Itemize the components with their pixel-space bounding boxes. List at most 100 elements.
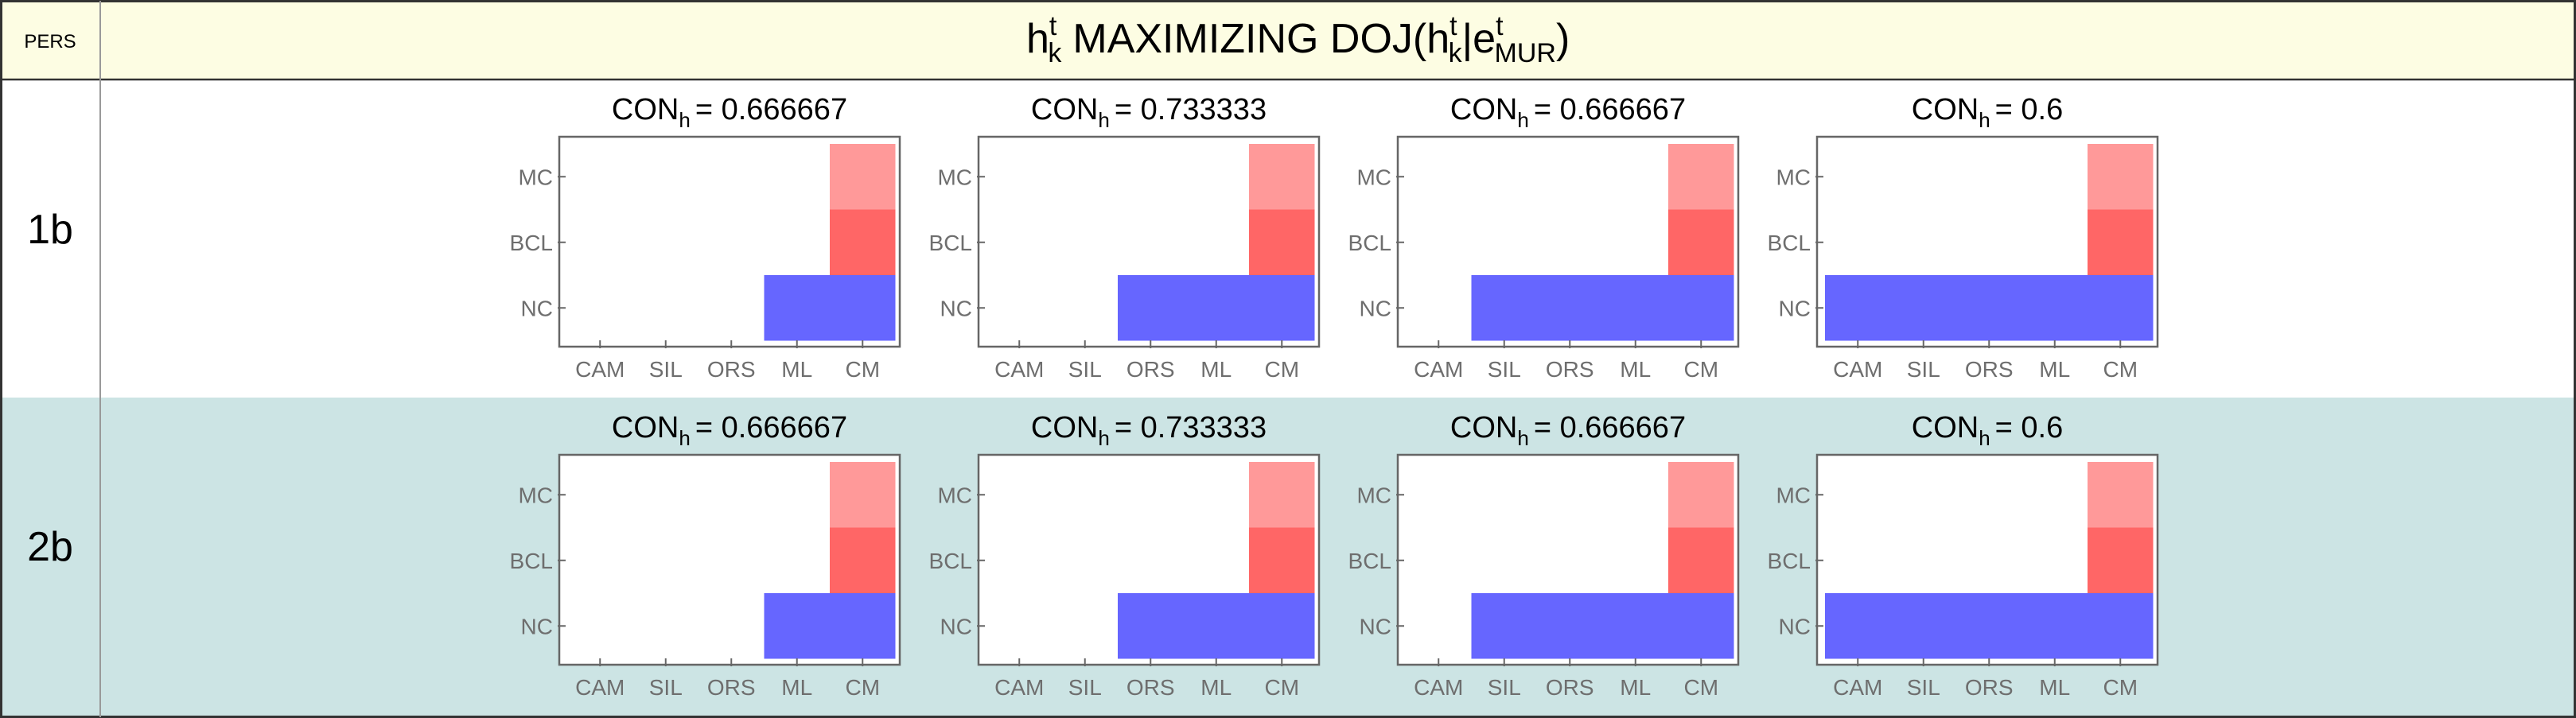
title-sup-t: t xyxy=(1049,11,1057,41)
title-h: h xyxy=(1026,16,1049,62)
x-tick-label: CM xyxy=(1683,675,1718,700)
title-sup-t3: t xyxy=(1496,11,1504,41)
cell-bcl-red xyxy=(1668,527,1734,593)
cell-mc-pink xyxy=(2088,144,2154,210)
x-tick-label: ML xyxy=(1620,357,1651,382)
cell-mc-pink xyxy=(2088,462,2154,528)
cell-bcl-red xyxy=(2088,527,2154,593)
cell-mc-pink xyxy=(1668,144,1734,210)
cell-nc-blue xyxy=(1471,593,1734,659)
cell-mc-pink xyxy=(830,144,896,210)
y-tick-label: NC xyxy=(521,296,553,320)
panel-con-title: CONh = 0.6 xyxy=(1912,93,2064,132)
x-tick-label: ORS xyxy=(1127,357,1175,382)
x-tick-label: CAM xyxy=(575,675,625,700)
x-tick-label: CAM xyxy=(1833,357,1882,382)
y-tick-label: NC xyxy=(1360,296,1391,320)
title-maximizing: MAXIMIZING DOJ( xyxy=(1072,16,1427,62)
y-tick-label: NC xyxy=(1779,296,1811,320)
panel-1b-1: CONh = 0.666667 MC BCL NC CAM SIL ORS ML CM xyxy=(510,93,901,382)
panel-1b-3: CONh = 0.666667 MC BCL NC CAM SIL ORS ML CM xyxy=(1348,93,1740,382)
panel-grid: CONh = 0.666667 MC BCL NC CAM SIL ORS ML CM CONh = … xyxy=(510,93,2159,700)
x-tick-label: CAM xyxy=(1414,675,1463,700)
x-tick-label: SIL xyxy=(1068,357,1102,382)
x-tick-label: CM xyxy=(1264,357,1299,382)
panel-2b-3: CONh = 0.666667 MC BCL NC CAM SIL ORS ML CM xyxy=(1348,411,1740,700)
cell-mc-pink xyxy=(1249,144,1315,210)
cell-bcl-red xyxy=(830,527,896,593)
x-tick-label: CAM xyxy=(994,357,1044,382)
x-tick-label: ML xyxy=(781,675,812,700)
x-tick-label: CM xyxy=(1264,675,1299,700)
x-tick-label: ML xyxy=(1200,675,1232,700)
x-tick-label: SIL xyxy=(1907,357,1940,382)
panel-2b-2: CONh = 0.733333 MC BCL NC CAM SIL ORS ML CM xyxy=(929,411,1321,700)
panel-con-title: CONh = 0.666667 xyxy=(1450,93,1686,132)
cell-mc-pink xyxy=(1249,462,1315,528)
x-tick-label: ML xyxy=(2039,357,2070,382)
y-tick-label: NC xyxy=(940,296,972,320)
cell-bcl-red xyxy=(1668,209,1734,275)
x-tick-label: ML xyxy=(1200,357,1232,382)
y-tick-label: MC xyxy=(1356,483,1391,507)
cell-nc-blue xyxy=(764,275,896,341)
header-background xyxy=(2,2,2574,80)
y-tick-label: MC xyxy=(937,165,972,189)
y-tick-label: BCL xyxy=(1768,549,1811,573)
y-tick-label: BCL xyxy=(929,231,972,255)
x-tick-label: CAM xyxy=(1833,675,1882,700)
y-tick-label: NC xyxy=(1779,614,1811,638)
y-tick-label: BCL xyxy=(1348,549,1391,573)
cell-nc-blue xyxy=(1825,593,2154,659)
panel-1b-2: CONh = 0.733333 MC BCL NC CAM SIL ORS ML CM xyxy=(929,93,1321,382)
title-sub-mur: MUR xyxy=(1495,38,1556,68)
y-tick-label: BCL xyxy=(1348,231,1391,255)
pers-label: PERS xyxy=(24,31,76,52)
cell-nc-blue xyxy=(764,593,896,659)
x-tick-label: SIL xyxy=(1068,675,1102,700)
cell-bcl-red xyxy=(1249,527,1315,593)
cell-nc-blue xyxy=(1118,593,1315,659)
x-tick-label: CAM xyxy=(575,357,625,382)
x-tick-label: CAM xyxy=(1414,357,1463,382)
y-tick-label: NC xyxy=(1360,614,1391,638)
x-tick-label: SIL xyxy=(649,675,683,700)
title-bar-e: |e xyxy=(1462,16,1496,62)
x-tick-label: ML xyxy=(781,357,812,382)
x-tick-label: SIL xyxy=(1907,675,1940,700)
x-tick-label: ORS xyxy=(1546,675,1594,700)
title-sub-k2: k xyxy=(1449,38,1463,68)
y-tick-label: BCL xyxy=(1768,231,1811,255)
y-tick-label: NC xyxy=(940,614,972,638)
x-tick-label: CM xyxy=(845,357,880,382)
cell-mc-pink xyxy=(830,462,896,528)
y-tick-label: MC xyxy=(1356,165,1391,189)
panel-con-title: CONh = 0.6 xyxy=(1912,411,2064,450)
y-tick-label: MC xyxy=(1776,165,1811,189)
title-h2: h xyxy=(1426,16,1449,62)
cell-bcl-red xyxy=(1249,209,1315,275)
x-tick-label: CM xyxy=(2103,675,2138,700)
x-tick-label: CM xyxy=(1683,357,1718,382)
x-tick-label: ORS xyxy=(707,675,756,700)
panel-con-title: CONh = 0.666667 xyxy=(612,411,847,450)
x-tick-label: ORS xyxy=(1127,675,1175,700)
panel-con-title: CONh = 0.666667 xyxy=(1450,411,1686,450)
panel-con-title: CONh = 0.666667 xyxy=(612,93,847,132)
x-tick-label: CAM xyxy=(994,675,1044,700)
x-tick-label: CM xyxy=(845,675,880,700)
y-tick-label: BCL xyxy=(510,549,553,573)
title-close-paren: ) xyxy=(1556,16,1570,62)
x-tick-label: ORS xyxy=(1546,357,1594,382)
panel-2b-1: CONh = 0.666667 MC BCL NC CAM SIL ORS ML CM xyxy=(510,411,901,700)
row-label-1b: 1b xyxy=(27,207,73,253)
cell-nc-blue xyxy=(1825,275,2154,341)
cell-bcl-red xyxy=(830,209,896,275)
x-tick-label: SIL xyxy=(649,357,683,382)
x-tick-label: ORS xyxy=(707,357,756,382)
x-tick-label: CM xyxy=(2103,357,2138,382)
title-sup-t2: t xyxy=(1449,11,1457,41)
cell-bcl-red xyxy=(2088,209,2154,275)
